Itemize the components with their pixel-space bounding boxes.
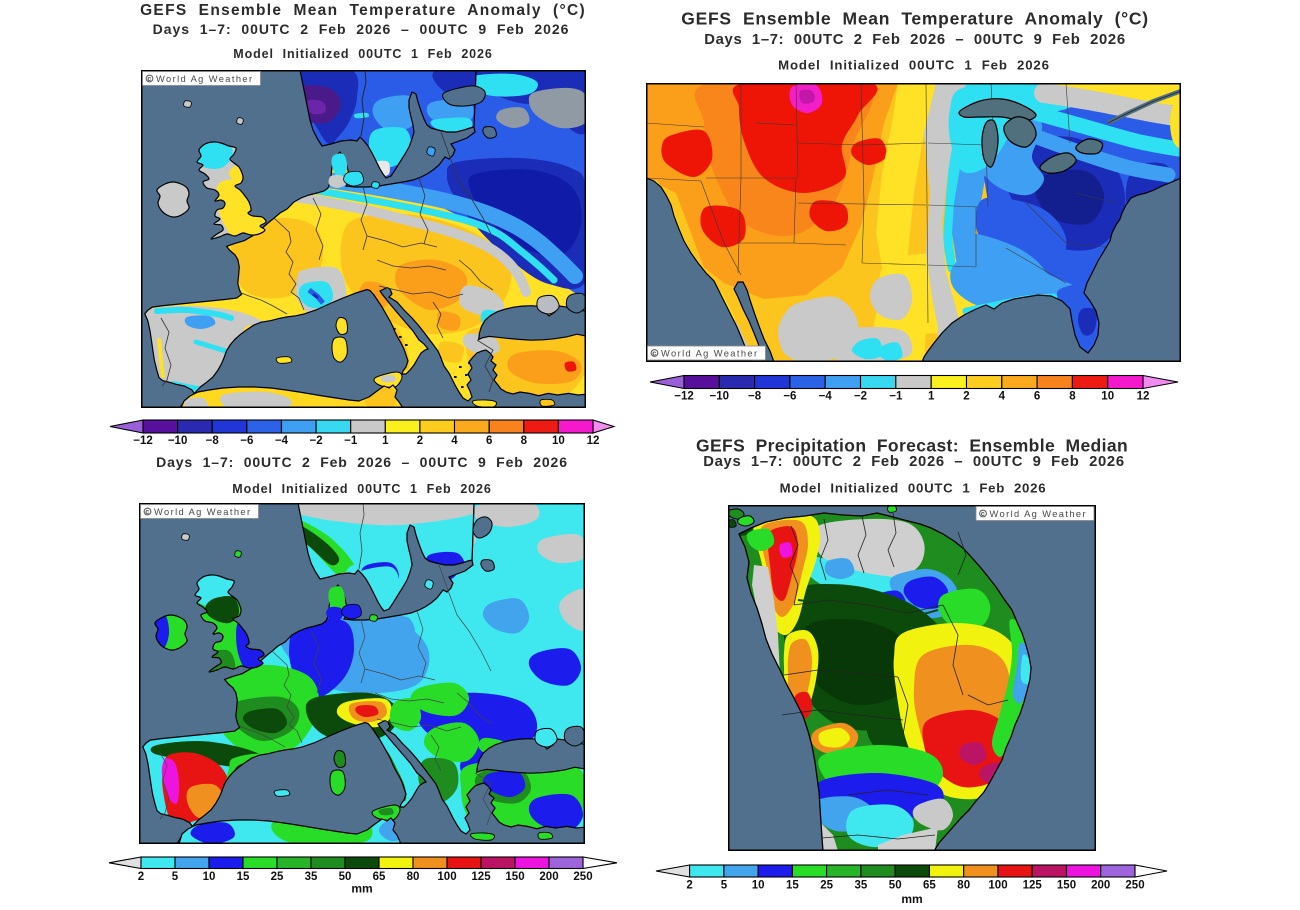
svg-text:4: 4 bbox=[451, 435, 458, 447]
svg-text:2: 2 bbox=[417, 435, 423, 447]
svg-text:−4: −4 bbox=[275, 435, 289, 447]
svg-text:80: 80 bbox=[407, 871, 420, 883]
svg-text:15: 15 bbox=[786, 880, 799, 892]
svg-text:250: 250 bbox=[573, 871, 592, 883]
svg-text:8: 8 bbox=[1069, 391, 1076, 403]
svg-text:−10: −10 bbox=[710, 391, 730, 403]
svg-text:200: 200 bbox=[539, 871, 558, 883]
svg-text:World Ag Weather: World Ag Weather bbox=[661, 348, 759, 358]
svg-text:35: 35 bbox=[305, 871, 318, 883]
svg-text:12: 12 bbox=[587, 435, 600, 447]
svg-text:150: 150 bbox=[1057, 880, 1076, 892]
svg-text:65: 65 bbox=[923, 880, 936, 892]
svg-text:2: 2 bbox=[686, 880, 692, 892]
svg-text:1: 1 bbox=[928, 391, 935, 403]
svg-text:−1: −1 bbox=[889, 391, 903, 403]
svg-text:25: 25 bbox=[820, 880, 833, 892]
svg-text:8: 8 bbox=[521, 435, 528, 447]
svg-text:World Ag Weather: World Ag Weather bbox=[154, 507, 252, 517]
svg-text:−12: −12 bbox=[133, 435, 153, 447]
svg-text:−6: −6 bbox=[240, 435, 253, 447]
svg-text:150: 150 bbox=[505, 871, 524, 883]
svg-text:−12: −12 bbox=[674, 391, 694, 403]
svg-text:World Ag Weather: World Ag Weather bbox=[990, 509, 1088, 519]
svg-text:100: 100 bbox=[437, 871, 456, 883]
svg-text:25: 25 bbox=[271, 871, 284, 883]
svg-text:10: 10 bbox=[752, 880, 765, 892]
svg-text:12: 12 bbox=[1137, 391, 1150, 403]
svg-text:World Ag Weather: World Ag Weather bbox=[156, 74, 254, 84]
svg-text:−1: −1 bbox=[344, 435, 358, 447]
svg-text:−2: −2 bbox=[310, 435, 323, 447]
svg-text:mm: mm bbox=[901, 892, 922, 905]
svg-text:10: 10 bbox=[552, 435, 565, 447]
svg-text:35: 35 bbox=[855, 880, 868, 892]
svg-text:−4: −4 bbox=[819, 391, 833, 403]
svg-text:200: 200 bbox=[1091, 880, 1110, 892]
svg-text:15: 15 bbox=[237, 871, 250, 883]
svg-text:5: 5 bbox=[172, 871, 179, 883]
svg-text:c: c bbox=[145, 507, 149, 516]
svg-text:−8: −8 bbox=[748, 391, 762, 403]
svg-text:−8: −8 bbox=[206, 435, 220, 447]
svg-text:50: 50 bbox=[889, 880, 902, 892]
svg-text:10: 10 bbox=[1101, 391, 1114, 403]
svg-text:5: 5 bbox=[721, 880, 728, 892]
svg-text:c: c bbox=[147, 74, 151, 83]
svg-text:10: 10 bbox=[203, 871, 216, 883]
svg-text:250: 250 bbox=[1125, 880, 1144, 892]
svg-text:100: 100 bbox=[988, 880, 1007, 892]
svg-text:6: 6 bbox=[486, 435, 492, 447]
svg-text:−6: −6 bbox=[783, 391, 796, 403]
svg-text:2: 2 bbox=[138, 871, 144, 883]
svg-text:6: 6 bbox=[1034, 391, 1040, 403]
svg-text:125: 125 bbox=[1023, 880, 1043, 892]
svg-text:c: c bbox=[652, 349, 656, 358]
svg-text:−2: −2 bbox=[854, 391, 867, 403]
svg-text:50: 50 bbox=[339, 871, 352, 883]
svg-text:2: 2 bbox=[963, 391, 969, 403]
svg-text:4: 4 bbox=[999, 391, 1006, 403]
svg-text:125: 125 bbox=[471, 871, 491, 883]
svg-text:mm: mm bbox=[351, 882, 372, 896]
svg-text:−10: −10 bbox=[168, 435, 188, 447]
svg-text:80: 80 bbox=[957, 880, 970, 892]
svg-text:c: c bbox=[981, 509, 985, 518]
svg-text:65: 65 bbox=[373, 871, 386, 883]
svg-text:1: 1 bbox=[382, 435, 389, 447]
